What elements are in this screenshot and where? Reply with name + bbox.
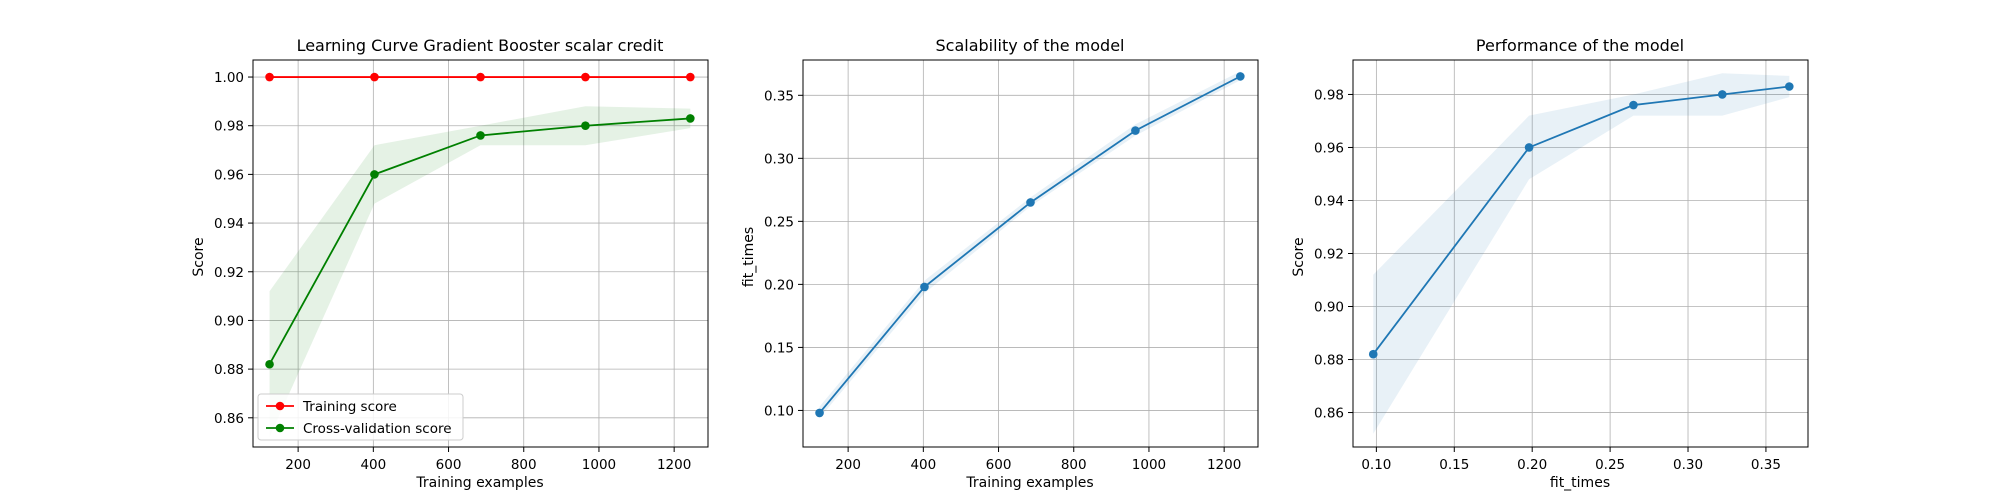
scalability-ytick-label-1: 0.15 — [764, 340, 794, 356]
scalability-ytick-label-0: 0.10 — [764, 403, 794, 419]
scalability-xtick-label-5: 1200 — [1207, 457, 1241, 473]
scalability-ytick-label-4: 0.30 — [764, 151, 794, 167]
performance-xtick-label-5: 0.35 — [1751, 457, 1781, 473]
performance-ytick-label-1: 0.88 — [1314, 353, 1344, 369]
learning-curve-band-1 — [269, 106, 691, 438]
scalability-point-0-2 — [1026, 198, 1035, 207]
scalability-ytick-label-5: 0.35 — [764, 88, 794, 104]
performance-ytick-label-2: 0.90 — [1314, 300, 1344, 316]
learning-curve-point-1-1 — [370, 170, 379, 179]
performance-xtick-label-4: 0.30 — [1673, 457, 1703, 473]
legend-training-label: Training score — [302, 399, 397, 415]
performance-point-0-0 — [1368, 349, 1378, 359]
learning-curve-title: Learning Curve Gradient Booster scalar c… — [297, 36, 664, 55]
performance-panel: Performance of the model fit_times Score… — [1291, 36, 1809, 491]
performance-ytick-label-3: 0.92 — [1314, 247, 1344, 263]
learning-curve-point-1-2 — [476, 131, 485, 140]
scalability-xtick-label-4: 1000 — [1132, 457, 1166, 473]
performance-point-0-3 — [1717, 90, 1727, 99]
learning-curve-plot-area: 200 400 600 800 1000 1200 0.86 0.88 0.90 0.92 0.94… — [214, 59, 709, 473]
scalability-plot-area: 200 400 600 800 1000 1200 0.10 0.15 0.20 0.25 0.30… — [764, 59, 1259, 473]
performance-xtick-label-0: 0.10 — [1361, 457, 1391, 473]
performance-ytick-label-6: 0.98 — [1314, 87, 1344, 103]
performance-ytick-label-4: 0.94 — [1314, 193, 1344, 209]
learning-curve-ytick-label-0: 0.86 — [214, 411, 244, 427]
performance-point-0-1 — [1524, 143, 1534, 152]
scalability-point-0-1 — [920, 282, 929, 292]
learning-curve-xtick-label-3: 800 — [511, 457, 537, 473]
scalability-xtick-label-0: 200 — [835, 457, 861, 473]
learning-curve-point-0-2 — [476, 72, 485, 82]
performance-ylabel: Score — [1291, 237, 1307, 276]
learning-curve-point-1-3 — [581, 121, 590, 131]
scalability-xtick-label-1: 400 — [910, 457, 936, 473]
legend-training-marker — [275, 401, 285, 411]
learning-curve-xtick-label-4: 1000 — [582, 457, 616, 473]
learning-curve-ytick-label-1: 0.88 — [214, 362, 244, 378]
legend-box — [257, 393, 464, 441]
scalability-point-0-3 — [1131, 126, 1140, 135]
learning-curve-point-0-4 — [686, 72, 695, 82]
learning-curve-axes-frame — [252, 59, 709, 448]
learning-curve-xlabel: Training examples — [415, 475, 543, 491]
performance-band-0 — [1373, 73, 1790, 434]
performance-title: Performance of the model — [1476, 36, 1684, 55]
learning-curve-ytick-label-7: 1.00 — [214, 70, 244, 86]
learning-curve-xtick-label-5: 1200 — [657, 457, 691, 473]
learning-curve-point-0-3 — [581, 72, 590, 82]
performance-point-0-4 — [1785, 82, 1794, 91]
scalability-axes-frame — [802, 59, 1259, 448]
learning-curve-point-0-1 — [370, 72, 379, 82]
performance-point-0-2 — [1629, 100, 1638, 110]
learning-curve-point-0-0 — [265, 72, 274, 82]
scalability-xtick-label-2: 600 — [986, 457, 1012, 473]
learning-curve-xtick-label-1: 400 — [360, 457, 386, 473]
learning-curve-ytick-label-2: 0.90 — [214, 313, 244, 329]
legend-cv-label: Cross-validation score — [303, 421, 452, 437]
scalability-point-0-4 — [1236, 72, 1245, 81]
learning-curve-point-1-0 — [265, 359, 274, 369]
performance-ytick-label-0: 0.86 — [1314, 406, 1344, 422]
scalability-ylabel: fit_times — [741, 227, 757, 287]
scalability-panel: Scalability of the model Training exampl… — [741, 36, 1259, 491]
learning-curve-ytick-label-6: 0.98 — [214, 119, 244, 135]
performance-xtick-label-1: 0.15 — [1439, 457, 1469, 473]
learning-curve-ytick-label-3: 0.92 — [214, 265, 244, 281]
performance-ytick-label-5: 0.96 — [1314, 140, 1344, 156]
learning-curve-point-1-4 — [686, 114, 695, 123]
learning-curve-panel: Learning Curve Gradient Booster scalar c… — [191, 36, 709, 491]
scalability-title: Scalability of the model — [936, 36, 1125, 55]
performance-plot-area: 0.10 0.15 0.20 0.25 0.30 0.35 0.86 0.88 0.90 0.92… — [1314, 59, 1809, 473]
scalability-ytick-label-3: 0.25 — [764, 214, 794, 230]
scalability-ytick-label-2: 0.20 — [764, 277, 794, 293]
performance-xtick-label-2: 0.20 — [1517, 457, 1547, 473]
learning-curve-ytick-label-5: 0.96 — [214, 167, 244, 183]
scalability-xtick-label-3: 800 — [1061, 457, 1087, 473]
performance-xtick-label-3: 0.25 — [1595, 457, 1625, 473]
scalability-xlabel: Training examples — [965, 475, 1093, 491]
performance-xlabel: fit_times — [1550, 475, 1610, 491]
legend-cv-marker — [275, 423, 285, 433]
learning-curve-legend: Training score Cross-validation score — [257, 393, 464, 441]
scalability-point-0-0 — [815, 408, 824, 418]
learning-curve-xtick-label-0: 200 — [285, 457, 311, 473]
learning-curve-ylabel: Score — [191, 237, 207, 276]
learning-curve-xtick-label-2: 600 — [436, 457, 462, 473]
learning-curve-ytick-label-4: 0.94 — [214, 216, 244, 232]
